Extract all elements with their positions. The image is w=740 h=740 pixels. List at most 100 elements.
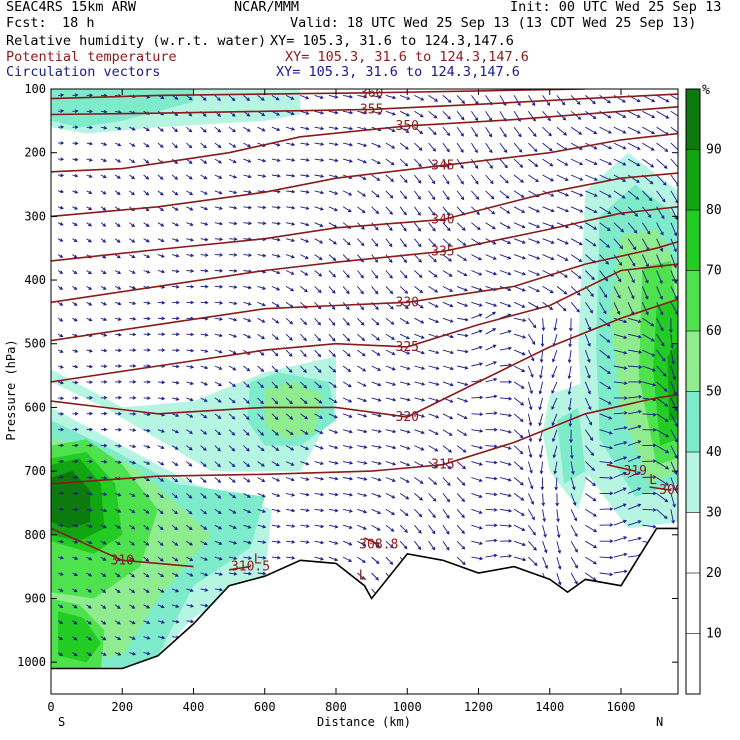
vector-577 bbox=[300, 142, 310, 146]
vector-443 bbox=[228, 445, 236, 452]
vector-327 bbox=[186, 174, 193, 180]
vector-73 bbox=[86, 109, 94, 114]
vector-622 bbox=[314, 397, 323, 404]
vector-29 bbox=[57, 555, 65, 560]
vector-615 bbox=[314, 286, 322, 294]
vector-373 bbox=[200, 365, 209, 370]
vector-1051 bbox=[513, 524, 526, 531]
vector-466 bbox=[243, 317, 252, 322]
vector-733 bbox=[371, 238, 379, 247]
vector-84 bbox=[86, 286, 93, 290]
vector-1366 bbox=[670, 254, 677, 269]
vector-749 bbox=[371, 492, 382, 498]
vector-400 bbox=[214, 268, 224, 273]
vector-1142 bbox=[556, 525, 561, 539]
vector-1082 bbox=[528, 540, 537, 551]
vector-1330 bbox=[656, 110, 670, 119]
vector-674 bbox=[342, 270, 350, 279]
y-tick-label-4: 500 bbox=[24, 337, 46, 351]
vector-883 bbox=[442, 222, 451, 232]
vector-30 bbox=[57, 572, 64, 576]
vector-488 bbox=[257, 174, 267, 178]
vector-1 bbox=[58, 109, 65, 113]
theta-contour-340 bbox=[51, 172, 678, 262]
vector-860 bbox=[428, 317, 440, 323]
vector-412 bbox=[214, 461, 221, 468]
vector-772 bbox=[385, 349, 396, 356]
vector-709 bbox=[357, 349, 366, 357]
vector-634 bbox=[328, 110, 339, 115]
humidity-region-1 bbox=[51, 89, 194, 128]
vector-1279 bbox=[627, 238, 637, 251]
vector-997 bbox=[499, 142, 508, 154]
vector-918 bbox=[457, 317, 469, 322]
theta-contour-306 bbox=[649, 486, 672, 491]
vector-398 bbox=[214, 237, 224, 242]
vector-1212 bbox=[599, 158, 613, 166]
vector-429 bbox=[229, 221, 238, 226]
vector-706 bbox=[357, 302, 365, 311]
vector-617 bbox=[314, 318, 322, 326]
vector-183 bbox=[129, 142, 136, 147]
vector-63 bbox=[72, 523, 79, 528]
vector-423 bbox=[228, 126, 236, 133]
vector-556 bbox=[285, 286, 295, 292]
field-rh-xy: XY= 105.3, 31.6 to 124.3,147.6 bbox=[270, 33, 514, 49]
vector-725 bbox=[371, 110, 382, 115]
vector-542 bbox=[271, 540, 281, 544]
vector-281 bbox=[157, 556, 164, 562]
vector-1373 bbox=[670, 365, 676, 381]
vector-340 bbox=[186, 381, 194, 385]
vector-664 bbox=[343, 110, 354, 115]
vector-1251 bbox=[613, 286, 621, 299]
vector-822 bbox=[414, 174, 422, 184]
vector-1143 bbox=[556, 541, 562, 554]
vector-244 bbox=[143, 540, 150, 546]
vector-403 bbox=[214, 317, 224, 321]
vector-270 bbox=[157, 380, 166, 385]
x-axis-label: Distance (km) bbox=[317, 715, 411, 729]
vector-251 bbox=[143, 651, 151, 656]
vector-128 bbox=[100, 411, 108, 416]
vector-396 bbox=[214, 206, 223, 210]
y-tick-label-2: 300 bbox=[24, 209, 46, 223]
vector-913 bbox=[456, 238, 467, 246]
vector-809 bbox=[399, 445, 411, 450]
vector-852 bbox=[428, 190, 436, 201]
vector-1265 bbox=[613, 503, 627, 510]
vector-1351 bbox=[656, 445, 670, 454]
vector-289 bbox=[171, 126, 179, 133]
vector-1253 bbox=[613, 317, 628, 324]
vector-1019 bbox=[499, 492, 512, 498]
vector-1230 bbox=[599, 445, 614, 450]
vector-1029 bbox=[513, 174, 524, 183]
vector-1322 bbox=[642, 443, 657, 448]
y-tick-label-7: 800 bbox=[24, 528, 46, 542]
vector-260 bbox=[157, 222, 165, 227]
theta-label-11: 310.5 bbox=[231, 560, 270, 575]
vector-497 bbox=[257, 317, 266, 323]
vector-643 bbox=[328, 254, 337, 262]
vector-928 bbox=[456, 477, 466, 486]
vector-376 bbox=[200, 413, 208, 419]
vector-1155 bbox=[570, 238, 583, 246]
vector-352 bbox=[186, 572, 194, 577]
vector-391 bbox=[214, 126, 222, 133]
vector-548 bbox=[286, 158, 296, 162]
vector-407 bbox=[214, 381, 223, 387]
vector-159 bbox=[115, 332, 122, 337]
vector-842 bbox=[414, 493, 423, 501]
vector-379 bbox=[200, 461, 207, 468]
vector-1321 bbox=[642, 428, 657, 432]
x-tick-label-5: 1000 bbox=[393, 700, 422, 714]
vector-13 bbox=[57, 301, 64, 306]
vector-1337 bbox=[656, 222, 664, 236]
fcst-value: 18 h bbox=[62, 15, 95, 31]
vector-1027 bbox=[513, 142, 523, 153]
vector-536 bbox=[271, 445, 280, 451]
vector-161 bbox=[115, 364, 122, 368]
vector-440 bbox=[228, 397, 236, 404]
vector-1081 bbox=[528, 524, 536, 536]
vector-172 bbox=[114, 540, 121, 546]
vector-1199 bbox=[585, 445, 595, 457]
